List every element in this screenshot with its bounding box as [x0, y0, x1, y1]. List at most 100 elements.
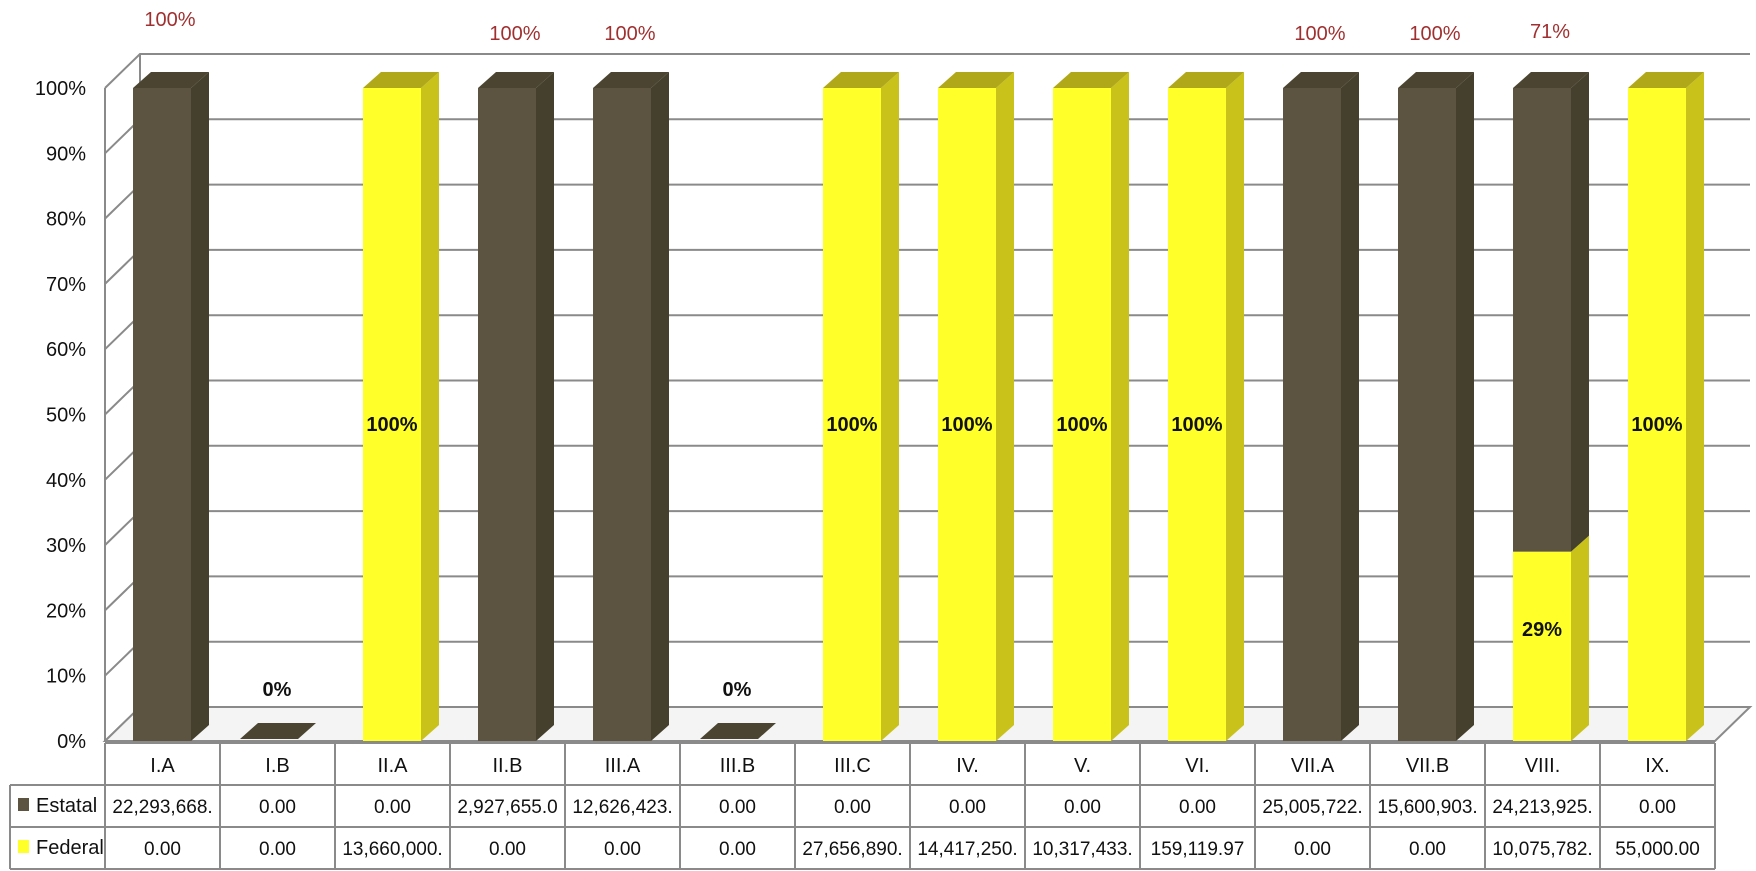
- bar-side: [1111, 72, 1129, 741]
- category-label: I.A: [150, 755, 175, 777]
- chart-floor: [102, 706, 1753, 742]
- bar-top: [1283, 72, 1359, 88]
- bar-front: [1513, 88, 1571, 552]
- bar-side: [996, 72, 1014, 741]
- bar-top: [363, 72, 439, 88]
- table-cell-federal: 0.00: [144, 839, 181, 860]
- bar-side: [1571, 72, 1589, 552]
- category-label: III.A: [605, 755, 641, 777]
- bar-side: [1571, 535, 1589, 741]
- table-cell-federal: 13,660,000.: [342, 839, 442, 860]
- table-cell-federal: 10,075,782.: [1492, 839, 1592, 860]
- bar-federal-IX.: [1628, 72, 1704, 741]
- bar-top: [1168, 72, 1244, 88]
- y-tick-label: 80%: [46, 209, 86, 231]
- data-label-I.B: 0%: [263, 679, 292, 701]
- table-cell-federal: 0.00: [1294, 839, 1331, 860]
- y-tick-label: 50%: [46, 405, 86, 427]
- table-cell-estatal: 15,600,903.: [1377, 797, 1477, 818]
- bar-federal-VI.: [1168, 72, 1244, 741]
- bar-side: [536, 72, 554, 741]
- category-label: VI.: [1185, 755, 1209, 777]
- bar-top: [593, 72, 669, 88]
- table-cell-federal: 14,417,250.: [917, 839, 1017, 860]
- data-label-VIII.: 71%: [1530, 21, 1570, 43]
- data-label-V.: 100%: [1056, 414, 1107, 436]
- y-tick-label: 30%: [46, 535, 86, 557]
- bar-top: [1398, 72, 1474, 88]
- plot-area: [105, 54, 1750, 741]
- bar-top: [133, 72, 209, 88]
- data-label-III.C: 100%: [826, 414, 877, 436]
- category-label: VII.A: [1291, 755, 1335, 777]
- table-cell-estatal: 0.00: [1639, 797, 1676, 818]
- empty-bar-III.B: [700, 723, 776, 739]
- table-cell-federal: 0.00: [719, 839, 756, 860]
- table-cell-federal: 0.00: [489, 839, 526, 860]
- table-cell-estatal: 25,005,722.: [1262, 797, 1362, 818]
- table-cell-federal: 55,000.00: [1615, 839, 1700, 860]
- bar-estatal-II.B: [478, 72, 554, 741]
- bar-estatal-VIII.: [1513, 72, 1589, 552]
- data-label-VIII.: 29%: [1522, 619, 1562, 641]
- data-label-VII.B: 100%: [1409, 23, 1460, 45]
- y-tick-label: 10%: [46, 666, 86, 688]
- y-tick-label: 0%: [57, 731, 86, 753]
- bar-top: [823, 72, 899, 88]
- bar-front: [133, 88, 191, 741]
- y-tick-label: 70%: [46, 274, 86, 296]
- category-label: III.C: [834, 755, 871, 777]
- y-tick-label: 40%: [46, 470, 86, 492]
- chart-bars: [133, 72, 1704, 741]
- data-label-II.A: 100%: [366, 414, 417, 436]
- bar-federal-V.: [1053, 72, 1129, 741]
- y-tick-label: 100%: [35, 78, 86, 100]
- category-label: VII.B: [1406, 755, 1449, 777]
- bar-top: [240, 723, 316, 739]
- table-cell-federal: 0.00: [604, 839, 641, 860]
- data-label-VII.A: 100%: [1294, 23, 1345, 45]
- bar-top: [1628, 72, 1704, 88]
- empty-bar-I.B: [240, 723, 316, 739]
- data-label-III.B: 0%: [723, 679, 752, 701]
- table-cell-estatal: 22,293,668.: [112, 797, 212, 818]
- bar-front: [1283, 88, 1341, 741]
- table-cell-estatal: 0.00: [949, 797, 986, 818]
- data-label-I.A: 100%: [144, 9, 195, 31]
- bar-federal-IV.: [938, 72, 1014, 741]
- table-cell-estatal: 0.00: [834, 797, 871, 818]
- bar-front: [1513, 551, 1571, 741]
- table-cell-estatal: 12,626,423.: [572, 797, 672, 818]
- legend-swatch-estatal: [18, 798, 29, 811]
- table-cell-estatal: 0.00: [1064, 797, 1101, 818]
- data-labels: 100% 0% 100% 100% 100% 0% 100% 100% 100% 100% 100%…: [144, 9, 1682, 701]
- category-label: II.B: [492, 755, 522, 777]
- table-cell-federal: 159,119.97: [1151, 839, 1245, 860]
- legend-swatch-federal: [18, 840, 29, 853]
- table-cell-estatal: 0.00: [1179, 797, 1216, 818]
- category-label: IV.: [956, 755, 979, 777]
- bar-estatal-VII.B: [1398, 72, 1474, 741]
- data-label-IX.: 100%: [1631, 414, 1682, 436]
- bar-estatal-VII.A: [1283, 72, 1359, 741]
- bar-top: [938, 72, 1014, 88]
- bar-federal-III.C: [823, 72, 899, 741]
- category-label: II.A: [377, 755, 408, 777]
- table-cell-federal: 0.00: [259, 839, 296, 860]
- table-cell-estatal: 0.00: [374, 797, 411, 818]
- bar-estatal-I.A: [133, 72, 209, 741]
- bar-front: [1398, 88, 1456, 741]
- data-label-VI.: 100%: [1171, 414, 1222, 436]
- table-cell-federal: 0.00: [1409, 839, 1446, 860]
- table-cell-estatal: 0.00: [719, 797, 756, 818]
- bar-side: [1226, 72, 1244, 741]
- bar-side: [881, 72, 899, 741]
- category-label: III.B: [720, 755, 756, 777]
- bar-side: [1686, 72, 1704, 741]
- data-table: I.A 22,293,668. 0.00 I.B 0.00 0.00 II.A 0.00 13,…: [9, 742, 1716, 870]
- bar-side: [191, 72, 209, 741]
- bar-side: [421, 72, 439, 741]
- bar-top: [478, 72, 554, 88]
- bar-top: [1053, 72, 1129, 88]
